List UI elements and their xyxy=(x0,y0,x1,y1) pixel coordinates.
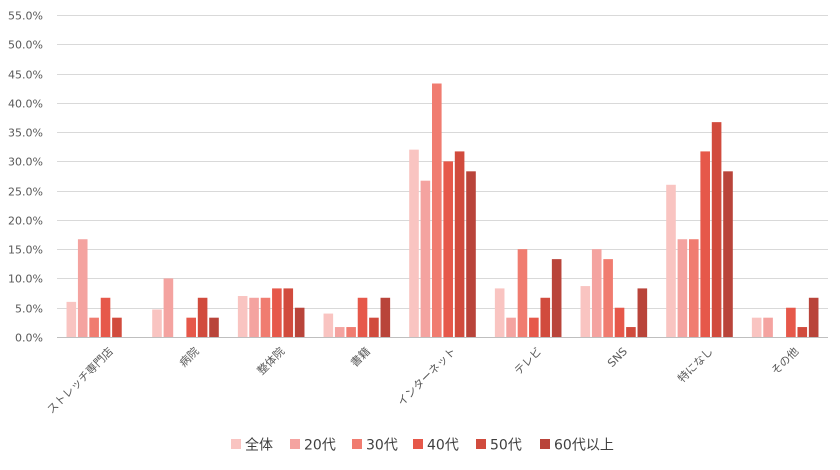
bar xyxy=(494,288,505,337)
legend-label: 30代 xyxy=(366,438,398,454)
bar xyxy=(432,83,442,337)
x-category-label: テレビ xyxy=(512,345,545,378)
x-category-label: 整体院 xyxy=(254,344,287,377)
legend-swatch xyxy=(352,439,362,449)
bar xyxy=(666,184,676,337)
legend-label: 20代 xyxy=(304,438,336,454)
bar xyxy=(517,249,528,337)
bar xyxy=(580,286,591,337)
legend-swatch xyxy=(413,439,423,449)
y-tick-label: 35.0% xyxy=(8,127,43,140)
bar xyxy=(369,317,379,337)
x-category-label: その他 xyxy=(769,345,802,378)
bar xyxy=(786,307,796,337)
bar xyxy=(409,149,419,337)
y-tick-label: 55.0% xyxy=(8,10,43,23)
x-category-label: SNS xyxy=(605,345,630,370)
legend-label: 40代 xyxy=(427,438,459,454)
y-tick-label: 45.0% xyxy=(8,69,43,82)
bar xyxy=(112,317,122,337)
legend-swatch xyxy=(231,439,241,449)
bar xyxy=(260,297,271,337)
bar xyxy=(808,297,819,337)
bar xyxy=(323,313,334,337)
bar xyxy=(689,239,699,337)
bar xyxy=(591,249,602,337)
bar xyxy=(89,317,99,337)
y-tick-label: 10.0% xyxy=(8,273,43,286)
bar xyxy=(380,297,391,337)
y-tick-label: 15.0% xyxy=(8,244,43,257)
bar xyxy=(294,307,305,337)
bars xyxy=(66,83,819,337)
y-tick-label: 20.0% xyxy=(8,215,43,228)
bar xyxy=(186,317,196,337)
bar xyxy=(466,171,476,337)
bar xyxy=(614,307,625,337)
legend-label: 全体 xyxy=(245,437,273,454)
bar xyxy=(637,288,648,337)
bar xyxy=(454,151,465,337)
legend-swatch xyxy=(290,439,300,449)
bar xyxy=(272,288,282,337)
y-tick-label: 25.0% xyxy=(8,186,43,199)
legend-swatch xyxy=(540,439,550,449)
bar xyxy=(357,297,368,337)
x-category-label: インターネット xyxy=(395,345,459,409)
bar xyxy=(751,317,762,337)
y-tick-label: 40.0% xyxy=(8,98,43,111)
x-category-label: 書籍 xyxy=(347,344,372,369)
y-tick-label: 30.0% xyxy=(8,156,43,169)
bar xyxy=(626,327,636,337)
gridlines xyxy=(57,15,828,338)
bar xyxy=(209,317,219,337)
bar xyxy=(334,327,345,337)
x-category-label: 特になし xyxy=(675,344,716,385)
bar xyxy=(797,327,808,337)
bar xyxy=(723,171,733,337)
bar xyxy=(529,317,539,337)
y-tick-label: 50.0% xyxy=(8,39,43,52)
bar xyxy=(443,161,453,337)
bar xyxy=(249,297,259,337)
x-axis-category-labels: ストレッチ専門店 病院 整体院 書籍 インターネット テレビ SNS 特になし その他 xyxy=(44,344,801,416)
bar xyxy=(237,296,248,337)
x-category-label: 病院 xyxy=(176,344,201,369)
bar xyxy=(763,317,773,337)
y-tick-label: 0.0% xyxy=(15,332,43,345)
bar xyxy=(506,317,516,337)
bar xyxy=(677,239,688,337)
legend-label: 50代 xyxy=(490,438,522,454)
bar xyxy=(346,327,356,337)
bar xyxy=(197,297,208,337)
bar xyxy=(283,288,294,337)
y-axis-tick-labels: 0.0% 5.0% 10.0% 15.0% 20.0% 25.0% 30.0% 35.0% 40… xyxy=(8,10,43,345)
bar xyxy=(100,297,111,337)
bar xyxy=(551,259,562,337)
bar xyxy=(152,309,162,337)
bar xyxy=(711,122,722,337)
bar xyxy=(77,239,88,337)
bar xyxy=(603,259,613,337)
legend-label: 60代以上 xyxy=(554,438,614,454)
bar xyxy=(66,301,77,337)
bar xyxy=(420,180,431,337)
bar xyxy=(540,297,551,337)
legend-swatch xyxy=(476,439,486,449)
y-tick-label: 5.0% xyxy=(15,303,43,316)
bar xyxy=(700,151,710,337)
x-category-label: ストレッチ専門店 xyxy=(44,344,116,416)
legend: 全体 20代 30代 40代 50代 60代以上 xyxy=(231,437,614,454)
bar xyxy=(163,278,174,337)
